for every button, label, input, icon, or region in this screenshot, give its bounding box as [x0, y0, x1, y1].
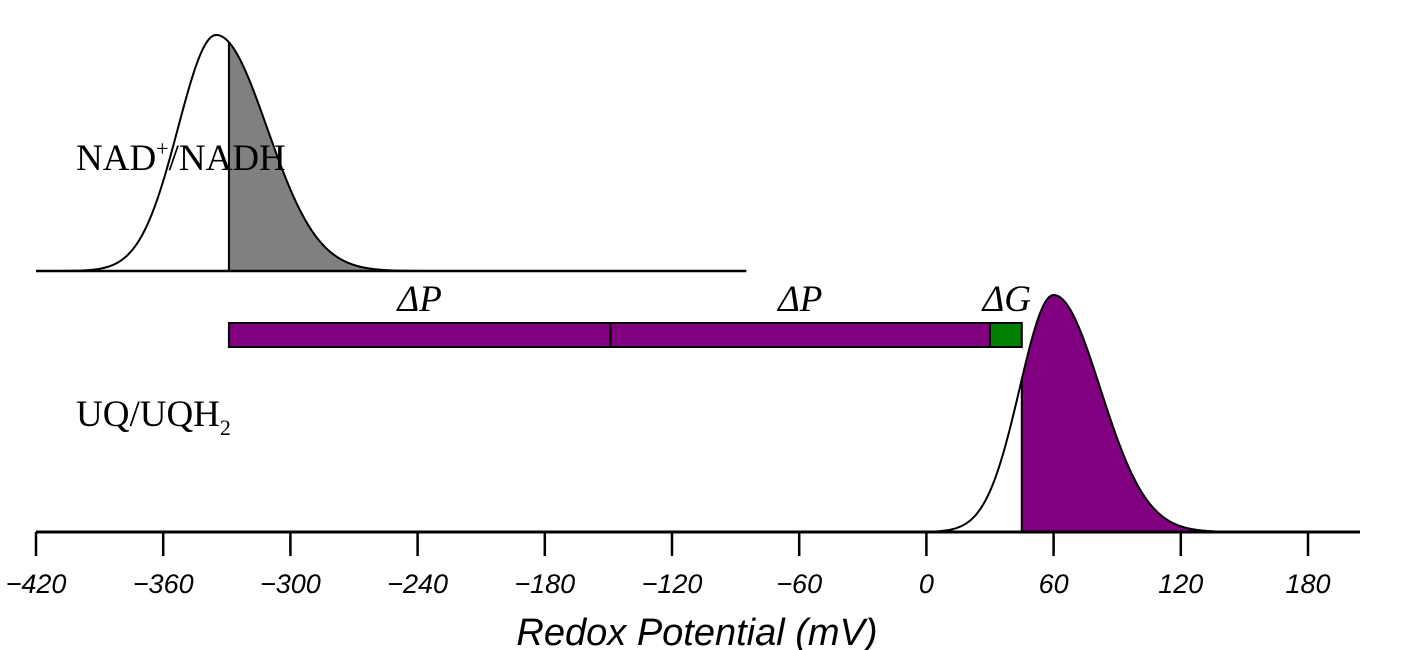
- uq-shaded-area: [1021, 295, 1351, 532]
- delta-p-1-label: ΔP: [396, 279, 442, 320]
- uq-label-subscript: 2: [220, 415, 231, 440]
- couple-labels: NAD+/NADH UQ/UQH2: [76, 136, 286, 440]
- x-tick-label: −420: [6, 569, 67, 599]
- x-axis: −420 −360 −300 −240 −180 −120 −60 0 60 120 180: [6, 530, 1360, 599]
- nad-label-superscript: +: [156, 136, 168, 161]
- nad-shaded-area: [228, 42, 747, 272]
- delta-g-label: ΔG: [981, 279, 1031, 320]
- x-tick-label: −60: [776, 569, 822, 599]
- uq-curve-label: UQ/UQH2: [76, 394, 231, 440]
- delta-p-1-segment: [227, 322, 612, 348]
- x-tick-label: 0: [919, 569, 934, 599]
- x-tick-label: −360: [133, 569, 194, 599]
- x-axis-title: Redox Potential (mV): [516, 612, 877, 650]
- x-tick-label: 60: [1039, 569, 1069, 599]
- nad-curve-label: NAD+/NADH: [76, 136, 286, 179]
- x-tick-label: 180: [1285, 569, 1330, 599]
- x-tick-label: −180: [514, 569, 575, 599]
- nad-label-main: NAD: [76, 138, 156, 179]
- delta-g-segment: [989, 322, 1023, 348]
- x-tick-label: 120: [1158, 569, 1203, 599]
- energy-bar: ΔP ΔP ΔG: [227, 279, 1031, 348]
- delta-p-2-label: ΔP: [776, 279, 822, 320]
- nad-label-rest: /NADH: [169, 138, 286, 179]
- delta-p-2-segment: [609, 322, 992, 348]
- x-tick-label: −120: [642, 569, 703, 599]
- x-tick-label: −300: [260, 569, 321, 599]
- uq-label-main: UQ/UQH: [76, 394, 220, 435]
- x-tick-label: −240: [387, 569, 448, 599]
